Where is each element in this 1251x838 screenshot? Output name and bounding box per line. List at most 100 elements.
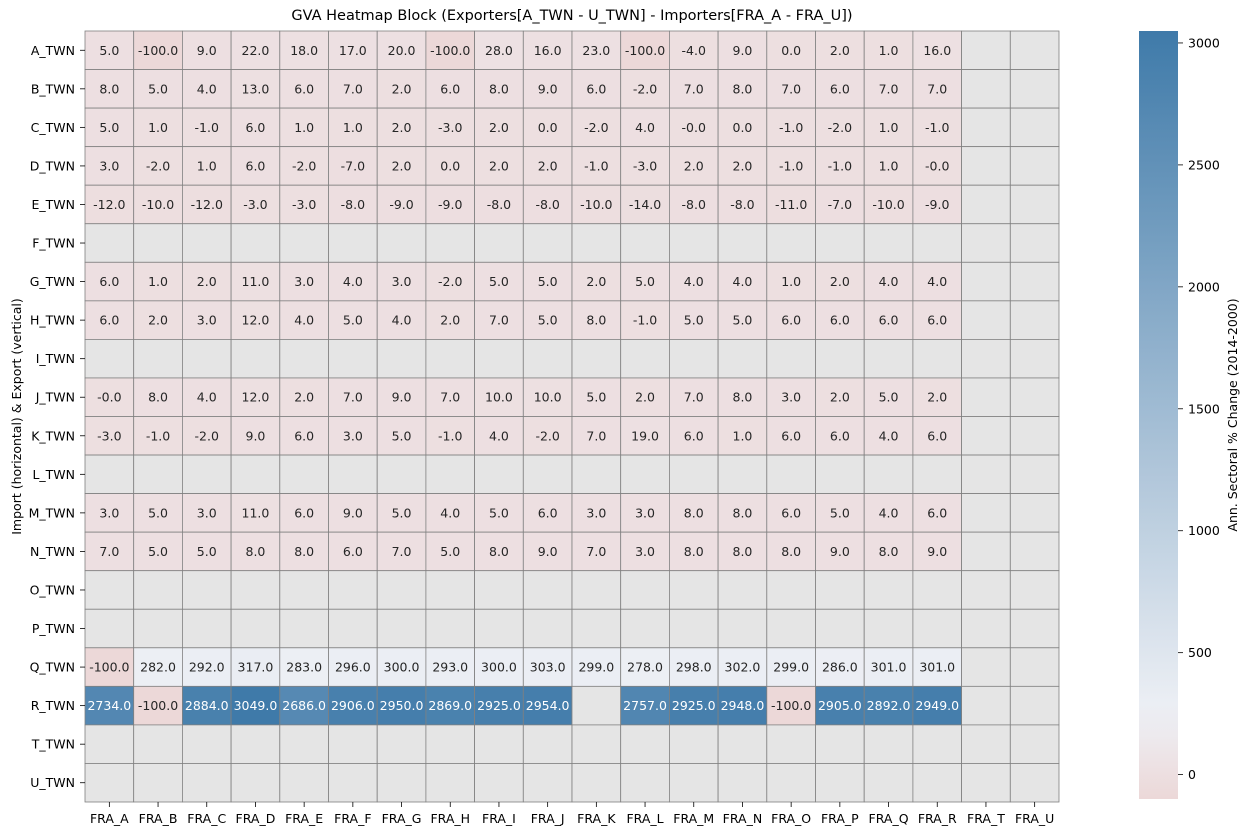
- heatmap-cell: [717, 493, 768, 533]
- cell-value-label: 5.0: [830, 505, 850, 520]
- heatmap-cell: [474, 570, 524, 610]
- colorbar: [1139, 31, 1178, 799]
- heatmap-cell: [522, 493, 573, 533]
- heatmap-cell: [84, 685, 135, 726]
- heatmap-cell: [766, 338, 816, 379]
- x-tick-label: FRA_E: [285, 811, 323, 826]
- heatmap-cell: [279, 223, 329, 263]
- heatmap-cell: [863, 184, 914, 225]
- heatmap-cell: [1009, 570, 1060, 610]
- heatmap-cell: [133, 454, 183, 494]
- heatmap-cell: [230, 300, 281, 340]
- heatmap-cell: [133, 300, 183, 340]
- cell-value-label: 2948.0: [721, 698, 765, 713]
- cell-value-label: 6.0: [440, 81, 460, 96]
- heatmap-cell: [328, 184, 378, 225]
- heatmap-cell: [84, 724, 135, 764]
- heatmap-cell: [961, 531, 1011, 572]
- cell-value-label: 1.0: [343, 120, 363, 135]
- cell-value-label: 9.0: [343, 505, 363, 520]
- heatmap-cell: [815, 454, 865, 494]
- cell-value-label: 6.0: [586, 81, 606, 96]
- x-tick-label: FRA_K: [577, 811, 616, 826]
- cell-value-label: 8.0: [586, 313, 606, 328]
- heatmap-cell: [376, 570, 427, 610]
- y-tick-label: L_TWN: [32, 467, 75, 482]
- heatmap-cell: [133, 608, 183, 649]
- heatmap-cell: [620, 416, 670, 456]
- y-tick-label: U_TWN: [30, 775, 75, 790]
- cell-value-label: 2.0: [927, 390, 947, 405]
- cell-value-label: 303.0: [530, 660, 566, 675]
- heatmap-cell: [376, 184, 427, 225]
- heatmap-cell: [376, 107, 427, 148]
- heatmap-cell: [766, 685, 816, 726]
- cell-value-label: -14.0: [629, 197, 661, 212]
- heatmap-cell: [669, 531, 719, 572]
- heatmap-cell: [1009, 377, 1060, 417]
- heatmap-cell: [279, 416, 329, 456]
- heatmap-cell: [766, 146, 816, 186]
- heatmap-cell: [717, 724, 768, 764]
- heatmap-cell: [1009, 685, 1060, 726]
- heatmap-cell: [84, 454, 135, 494]
- heatmap-cell: [133, 531, 183, 572]
- heatmap-cell: [863, 377, 914, 417]
- heatmap-cell: [571, 493, 622, 533]
- y-tick-label: H_TWN: [30, 313, 75, 328]
- heatmap-cell: [376, 223, 427, 263]
- cell-value-label: -1.0: [779, 120, 803, 135]
- cell-value-label: 301.0: [919, 660, 955, 675]
- heatmap-cell: [620, 570, 670, 610]
- heatmap-cell: [571, 300, 622, 340]
- heatmap-cell: [815, 416, 865, 456]
- cell-value-label: 7.0: [489, 313, 509, 328]
- heatmap-cell: [181, 724, 232, 764]
- heatmap-cell: [571, 107, 622, 148]
- heatmap-cell: [84, 647, 135, 687]
- heatmap-cell: [766, 493, 816, 533]
- y-tick-label: O_TWN: [30, 582, 75, 597]
- cell-value-label: -2.0: [633, 81, 657, 96]
- heatmap-cell: [474, 763, 524, 803]
- cell-value-label: 4.0: [489, 428, 509, 443]
- heatmap-cell: [961, 223, 1011, 263]
- heatmap-cell: [669, 454, 719, 494]
- heatmap-cell: [620, 763, 670, 803]
- heatmap-cell: [133, 338, 183, 379]
- heatmap-cell: [279, 493, 329, 533]
- heatmap-cell: [474, 647, 524, 687]
- heatmap-cell: [1009, 146, 1060, 186]
- cell-value-label: -2.0: [535, 428, 559, 443]
- cell-value-label: 7.0: [684, 390, 704, 405]
- x-tick-label: FRA_O: [771, 811, 811, 826]
- cell-value-label: 0.0: [440, 158, 460, 173]
- heatmap-cell: [425, 416, 475, 456]
- heatmap-cell: [376, 416, 427, 456]
- cell-value-label: 2686.0: [282, 698, 326, 713]
- cell-value-label: 6.0: [294, 428, 314, 443]
- cell-value-label: -1.0: [438, 428, 462, 443]
- heatmap-cell: [815, 146, 865, 186]
- heatmap-cell: [863, 261, 914, 302]
- heatmap-cell: [425, 608, 475, 649]
- y-tick-label: A_TWN: [31, 43, 75, 58]
- heatmap-cell: [669, 493, 719, 533]
- colorbar-tick-label: 1500: [1188, 401, 1220, 416]
- cell-value-label: 7.0: [586, 428, 606, 443]
- cell-value-label: 2.0: [586, 274, 606, 289]
- heatmap-cell: [863, 107, 914, 148]
- heatmap-cell: [230, 608, 281, 649]
- cell-value-label: -3.0: [633, 158, 657, 173]
- heatmap-cell: [912, 570, 963, 610]
- heatmap-cell: [181, 69, 232, 109]
- cell-value-label: 28.0: [485, 43, 513, 58]
- heatmap-cell: [863, 416, 914, 456]
- cell-value-label: 2757.0: [623, 698, 667, 713]
- heatmap-cell: [717, 685, 768, 726]
- cell-value-label: 4.0: [294, 313, 314, 328]
- cell-value-label: 2.0: [294, 390, 314, 405]
- cell-value-label: 2892.0: [867, 698, 911, 713]
- x-tick-label: FRA_H: [430, 811, 470, 826]
- heatmap-cell: [571, 454, 622, 494]
